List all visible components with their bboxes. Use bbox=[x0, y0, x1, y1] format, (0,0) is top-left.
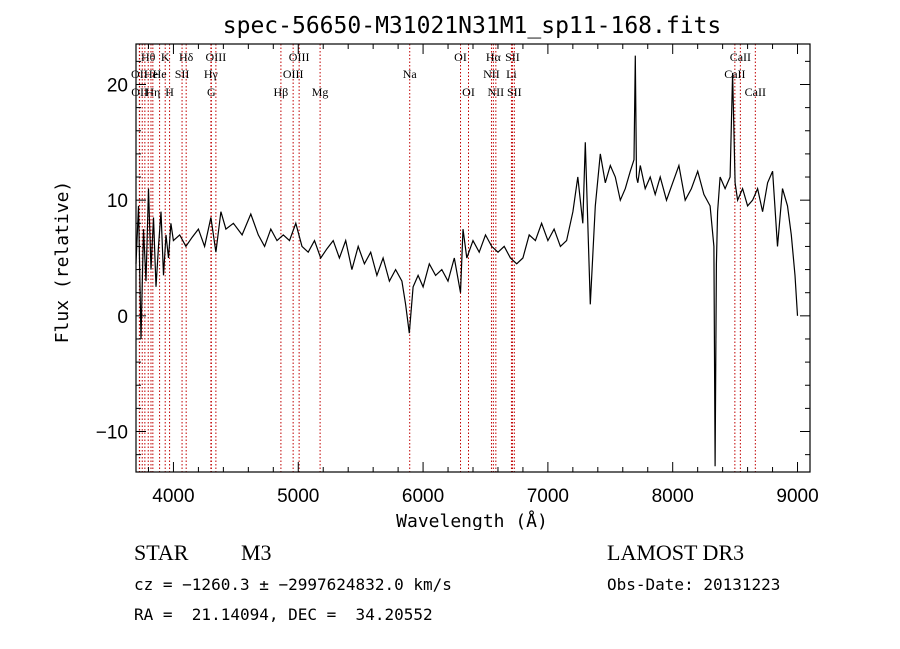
line-label: SII bbox=[505, 50, 520, 64]
line-label: Hα bbox=[486, 50, 502, 64]
line-label: Mg bbox=[312, 85, 329, 99]
line-label: OI bbox=[454, 50, 467, 64]
x-tick-label: 9000 bbox=[776, 486, 818, 507]
line-label: OIII bbox=[289, 50, 310, 64]
spectrum-chart: spec-56650-M31021N31M1_sp11-168.fits Hθ O… bbox=[52, 13, 819, 530]
line-label: H bbox=[165, 85, 174, 99]
line-label: SII bbox=[175, 67, 190, 81]
line-label: CaII bbox=[724, 67, 745, 81]
y-tick-label: −10 bbox=[96, 423, 128, 444]
object-subclass: M3 bbox=[241, 540, 272, 565]
coordinates-line: RA = 21.14094, DEC = 34.20552 bbox=[134, 605, 433, 624]
line-label: NII bbox=[488, 85, 505, 99]
line-label: Hδ bbox=[179, 50, 194, 64]
x-axis: 4000 5000 6000 7000 8000 9000 bbox=[147, 44, 819, 507]
line-label: NII bbox=[483, 67, 500, 81]
line-label: K bbox=[161, 50, 170, 64]
x-tick-label: 5000 bbox=[277, 486, 319, 507]
line-label: G bbox=[207, 85, 216, 99]
line-label: OIII bbox=[206, 50, 227, 64]
line-label: OII bbox=[131, 67, 148, 81]
line-label: Hη bbox=[145, 85, 160, 99]
spectral-line-markers bbox=[138, 44, 756, 472]
line-label: He bbox=[153, 67, 167, 81]
y-tick-label: 10 bbox=[107, 191, 128, 212]
object-class: STAR bbox=[134, 540, 189, 565]
spectrum-line bbox=[135, 55, 799, 467]
line-label: Hθ bbox=[141, 50, 156, 64]
y-tick-label: 0 bbox=[117, 307, 128, 328]
line-label: OI bbox=[462, 85, 475, 99]
plot-frame bbox=[135, 43, 811, 473]
survey-name: LAMOST DR3 bbox=[607, 540, 745, 565]
line-label: Li bbox=[506, 67, 517, 81]
chart-title: spec-56650-M31021N31M1_sp11-168.fits bbox=[223, 13, 722, 39]
x-tick-label: 7000 bbox=[527, 486, 569, 507]
line-label: Hγ bbox=[204, 67, 219, 81]
line-label: Na bbox=[403, 67, 418, 81]
line-label: OIII bbox=[283, 67, 304, 81]
line-label: CaII bbox=[730, 50, 751, 64]
line-label: Hβ bbox=[274, 85, 289, 99]
line-label: SII bbox=[507, 85, 522, 99]
y-axis-label: Flux (relative) bbox=[52, 181, 73, 344]
obs-date: Obs-Date: 20131223 bbox=[607, 575, 781, 594]
y-tick-label: 20 bbox=[107, 75, 128, 96]
line-label: He bbox=[144, 67, 158, 81]
x-tick-label: 8000 bbox=[652, 486, 694, 507]
x-axis-label: Wavelength (Å) bbox=[396, 510, 548, 530]
line-label: CaII bbox=[745, 85, 766, 99]
x-tick-label: 4000 bbox=[152, 486, 194, 507]
x-tick-label: 6000 bbox=[402, 486, 444, 507]
redshift-line: cz = −1260.3 ± −2997624832.0 km/s bbox=[134, 575, 452, 594]
y-axis: −10 0 10 20 bbox=[96, 60, 810, 456]
